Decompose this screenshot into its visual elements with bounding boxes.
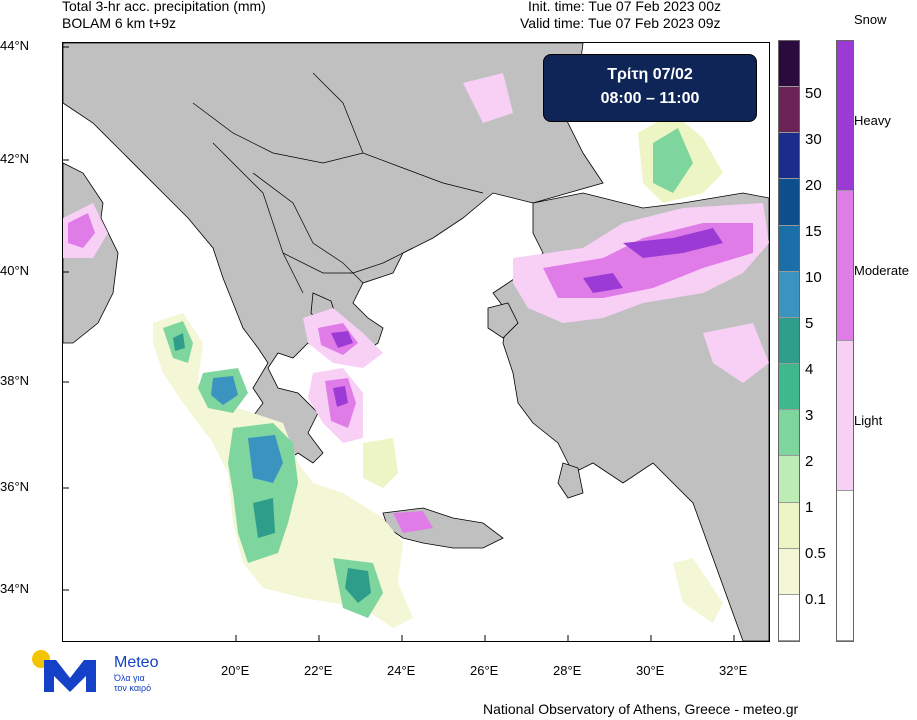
logo-tagline-1: Όλα για (114, 673, 145, 683)
precip-level-label: 20 (805, 177, 822, 194)
gridline-ticks (63, 46, 735, 641)
lon-label: 26°E (470, 663, 499, 678)
precip-color-step (779, 225, 799, 272)
init-time: Init. time: Tue 07 Feb 2023 00z (528, 0, 722, 14)
lat-label: 34°N (0, 581, 30, 596)
precip-color-step (779, 179, 799, 226)
snow-color-step (837, 191, 853, 341)
snow-colorbar-title: Snow (854, 12, 887, 27)
time-box-hours: 08:00 – 11:00 (600, 90, 700, 107)
snow-level-label: Light (854, 413, 883, 428)
precip-level-label: 10 (805, 269, 822, 286)
precip-level-label: 15 (805, 223, 822, 240)
lat-label: 44°N (0, 38, 30, 53)
logo-name: Meteo (114, 654, 159, 671)
time-box-day: Τρίτη 07/02 (607, 66, 693, 83)
precip-level-label: 1 (805, 499, 814, 516)
valid-time: Valid time: Tue 07 Feb 2023 09z (520, 15, 721, 31)
map-title: Total 3-hr acc. precipitation (mm) (62, 0, 266, 14)
meteo-logo-mark (32, 650, 96, 692)
lat-label: 40°N (0, 263, 30, 278)
snow-color-step (837, 491, 853, 641)
snow-colorbar (836, 40, 854, 642)
time-window-box: Τρίτη 07/02 08:00 – 11:00 (543, 54, 757, 122)
lat-label: 42°N (0, 151, 30, 166)
precip-color-step (779, 410, 799, 457)
lat-label: 36°N (0, 479, 30, 494)
map-canvas (63, 43, 769, 641)
lon-label: 30°E (636, 663, 665, 678)
precip-color-step (779, 41, 799, 88)
model-subtitle: BOLAM 6 km t+9z (62, 15, 176, 31)
snow-color-step (837, 341, 853, 491)
country-borders (192, 72, 484, 294)
m-icon (44, 660, 96, 692)
precip-color-step (779, 133, 799, 180)
precip-level-label: 0.5 (805, 545, 826, 562)
snow-color-step (837, 41, 853, 191)
precip-color-step (779, 364, 799, 411)
precipitation-map (62, 42, 770, 642)
precip-level-label: 5 (805, 315, 814, 332)
precip-level-label: 4 (805, 361, 814, 378)
lat-label: 38°N (0, 373, 30, 388)
precip-color-step (779, 87, 799, 134)
precip-color-step (779, 548, 799, 595)
lon-label: 28°E (553, 663, 582, 678)
snow-level-label: Heavy (854, 113, 891, 128)
precip-colorbar-labels: 50 30 20 15 10 5 4 3 2 1 0.5 0.1 (778, 40, 908, 640)
rain-ionian (153, 313, 413, 628)
logo-tagline-2: τον καιρό (114, 683, 152, 693)
precip-color-step (779, 594, 799, 641)
precip-level-label: 3 (805, 407, 814, 424)
snow-areas (63, 73, 769, 533)
precip-level-label: 50 (805, 85, 822, 102)
lon-label: 20°E (221, 663, 250, 678)
precip-color-step (779, 456, 799, 503)
precip-color-step (779, 502, 799, 549)
precip-level-label: 0.1 (805, 591, 826, 608)
lon-label: 24°E (387, 663, 416, 678)
lon-label: 22°E (304, 663, 333, 678)
meteo-logo: Meteo Όλα για τον καιρό (30, 648, 170, 703)
footer-credit: National Observatory of Athens, Greece -… (483, 701, 799, 717)
lon-label: 32°E (719, 663, 748, 678)
precip-color-step (779, 271, 799, 318)
precip-level-label: 30 (805, 131, 822, 148)
rain-east (638, 113, 723, 623)
precip-color-step (779, 317, 799, 365)
precip-level-label: 2 (805, 453, 814, 470)
snow-level-label: Moderate (854, 263, 909, 278)
precip-colorbar (778, 40, 800, 642)
